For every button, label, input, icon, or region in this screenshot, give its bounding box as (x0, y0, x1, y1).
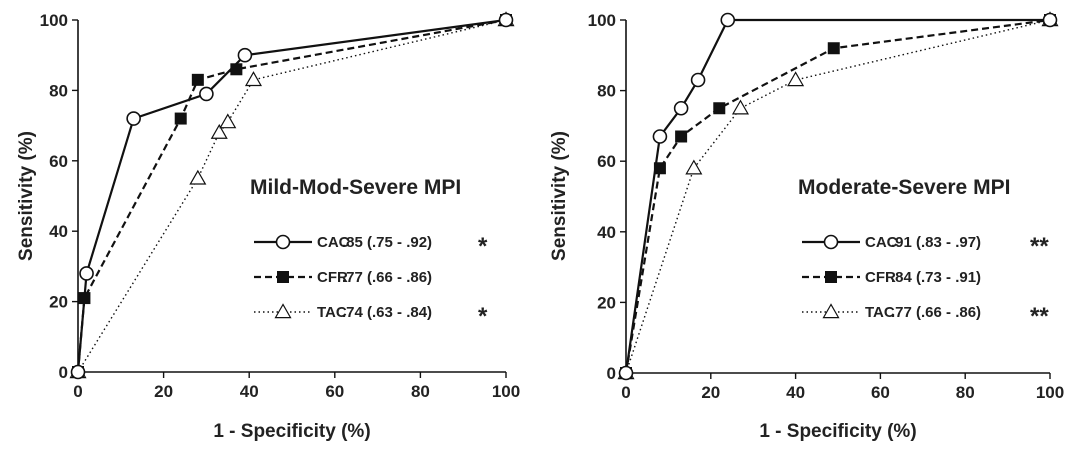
data-point-cfr (230, 63, 243, 76)
legend-name-cac: CAC (865, 234, 898, 251)
x-tick-label: 80 (411, 382, 430, 401)
y-tick-label: 80 (49, 81, 68, 100)
series-line-tac (77, 19, 507, 373)
y-axis-title: Sensitivity (%) (16, 131, 37, 261)
data-point-cac (199, 86, 214, 102)
x-axis-title: 1 - Specificity (%) (759, 421, 916, 442)
data-point-tac (787, 71, 805, 87)
x-tick-label: 20 (154, 382, 173, 401)
data-point-cfr (713, 102, 726, 115)
data-point-cfr (78, 292, 91, 305)
x-tick-label: 80 (956, 383, 975, 402)
legend-marker-tac (822, 303, 840, 319)
y-tick-label: 60 (597, 152, 616, 171)
x-tick-label: 0 (621, 383, 630, 402)
data-point-cac (618, 365, 634, 381)
data-point-tac (189, 169, 207, 185)
x-tick-label: 40 (240, 382, 259, 401)
y-tick-label: 100 (40, 11, 68, 30)
data-point-tac (219, 113, 237, 129)
y-tick-label: 100 (588, 11, 616, 30)
legend-significance-tac: ** (1030, 303, 1049, 330)
legend-marker-cfr (825, 271, 837, 283)
data-point-tac (685, 159, 703, 175)
legend-marker-cac (823, 234, 839, 250)
data-point-tac (731, 99, 750, 115)
y-tick-label: 60 (49, 152, 68, 171)
data-point-cac (673, 100, 689, 116)
x-tick-label: 20 (701, 383, 720, 402)
x-tick-label: 100 (492, 382, 520, 401)
series-line-cfr (624, 18, 1051, 374)
data-point-cac (79, 266, 94, 281)
data-point-cac (720, 12, 736, 28)
legend-name-tac: TAC (865, 304, 895, 321)
data-point-tac (244, 71, 263, 87)
legend-auc-tac: .77 (.66 - .86) (891, 304, 981, 321)
x-tick-label: 100 (1036, 383, 1064, 402)
data-point-cfr (191, 73, 204, 86)
panel-title: Moderate-Severe MPI (798, 176, 1010, 199)
x-axis-title: 1 - Specificity (%) (213, 421, 370, 442)
data-point-cac (498, 12, 514, 28)
legend-name-cac: CAC (317, 234, 350, 251)
legend-name-cfr: CFR (317, 269, 348, 286)
y-tick-label: 80 (597, 82, 616, 101)
data-point-cac (1042, 12, 1058, 28)
data-point-cac (237, 47, 253, 63)
legend-marker-cfr (277, 271, 289, 283)
legend-significance-tac: * (478, 303, 488, 330)
panel-mild-mod-severe: Mild-Mod-Severe MPI 1 - Specificity (%) … (16, 11, 520, 442)
legend-marker-tac (274, 303, 292, 319)
data-point-cac (652, 129, 668, 144)
y-tick-label: 20 (597, 293, 616, 312)
x-tick-label: 0 (73, 382, 82, 401)
y-tick-label: 0 (607, 364, 616, 383)
legend-auc-cac: .85 (.75 - .92) (342, 234, 432, 251)
data-point-cac (690, 72, 706, 88)
data-point-cac (126, 111, 141, 126)
legend-auc-cac: .91 (.83 - .97) (891, 234, 981, 251)
y-axis-title: Sensitivity (%) (549, 131, 570, 261)
x-tick-label: 60 (871, 383, 890, 402)
data-point-tac (210, 123, 228, 139)
legend-auc-cfr: .77 (.66 - .86) (342, 269, 432, 286)
y-tick-label: 40 (49, 222, 68, 241)
legend-name-cfr: CFR (865, 269, 896, 286)
data-point-cac (70, 364, 86, 380)
legend-auc-cfr: .84 (.73 - .91) (891, 269, 981, 286)
legend-significance-cac: ** (1030, 233, 1049, 260)
legend-marker-cac (275, 234, 291, 250)
series-line-cac (76, 18, 507, 373)
legend-auc-tac: .74 (.63 - .84) (342, 304, 432, 321)
data-point-cfr (653, 162, 666, 175)
series-line-cac (624, 18, 1050, 374)
panel-moderate-severe: Moderate-Severe MPI 1 - Specificity (%) … (549, 11, 1064, 442)
data-point-cfr (174, 112, 187, 125)
y-tick-label: 20 (49, 293, 68, 312)
data-point-cfr (675, 130, 688, 143)
legend-significance-cac: * (478, 233, 488, 260)
x-tick-label: 40 (786, 383, 805, 402)
y-tick-label: 40 (597, 223, 616, 242)
data-point-cfr (827, 42, 840, 55)
x-tick-label: 60 (325, 382, 344, 401)
panel-title: Mild-Mod-Severe MPI (250, 176, 461, 199)
y-tick-label: 0 (59, 363, 68, 382)
legend-name-tac: TAC (317, 304, 347, 321)
